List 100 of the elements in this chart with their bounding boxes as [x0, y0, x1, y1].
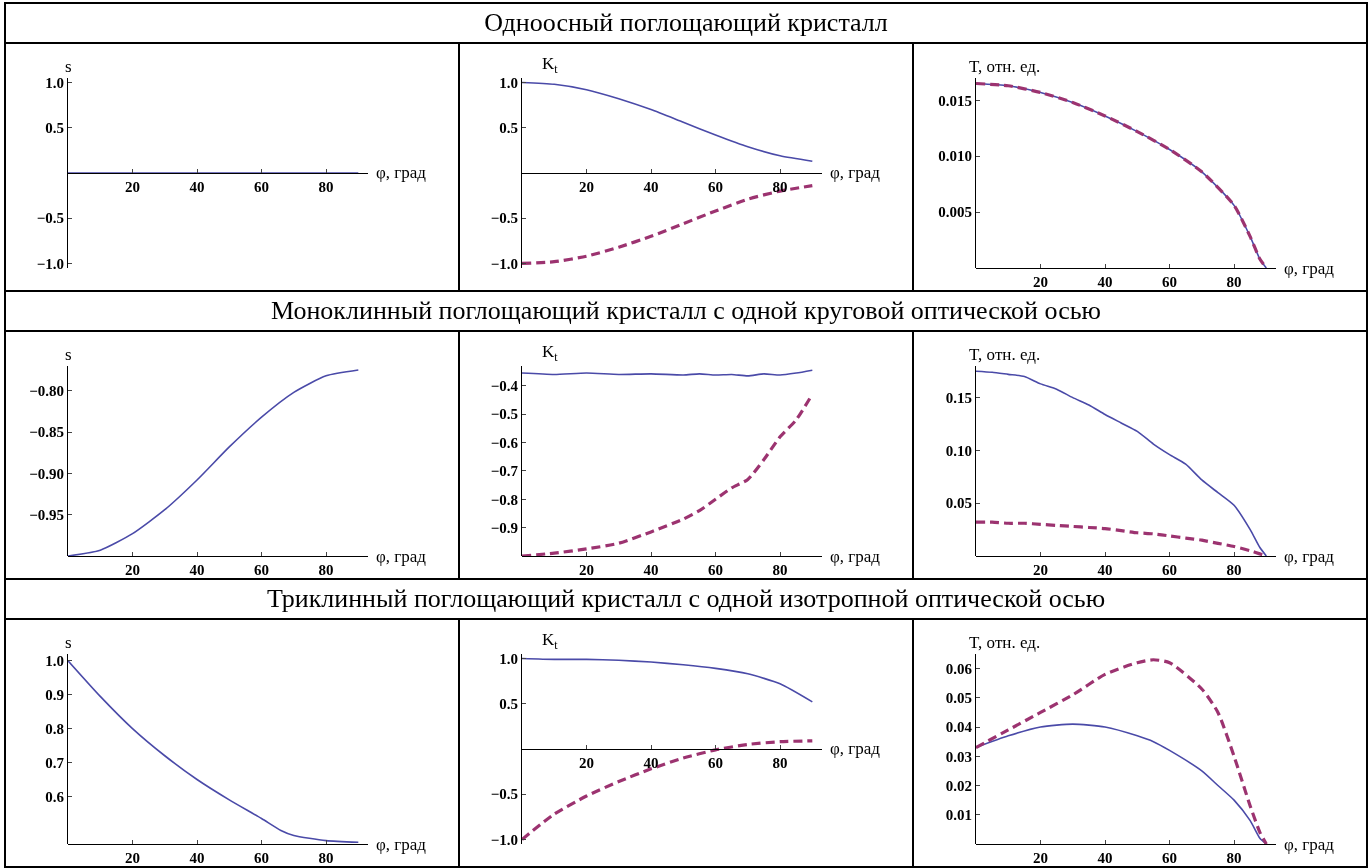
x-tick-label: 60 [254, 850, 270, 866]
y-axis-title: s [65, 345, 72, 364]
x-tick-label: 60 [708, 754, 724, 771]
x-axis-title: φ, град [1284, 259, 1335, 278]
y-tick-label: 1.0 [499, 74, 518, 91]
y-tick-label: 0.5 [45, 119, 64, 136]
x-axis-title: φ, град [830, 547, 881, 566]
x-axis-title: φ, град [376, 163, 427, 182]
x-tick-label: 20 [125, 850, 141, 866]
y-tick-label: −0.85 [29, 424, 64, 441]
y-tick-label: 0.5 [499, 695, 518, 712]
x-tick-label: 80 [1226, 850, 1242, 866]
x-tick-label: 40 [189, 850, 205, 866]
x-axis-title: φ, град [1284, 547, 1335, 566]
y-tick-label: 0.9 [45, 686, 64, 703]
y-tick-label: 0.5 [499, 119, 518, 136]
x-tick-label: 40 [189, 562, 205, 578]
y-tick-label: 0.05 [945, 690, 972, 707]
x-tick-label: 20 [579, 178, 595, 195]
y-tick-label: 0.10 [945, 442, 972, 459]
x-tick-label: 80 [772, 178, 788, 195]
y-axis-title: K$_{t}$ [542, 54, 559, 76]
x-tick-label: 60 [1162, 562, 1178, 578]
x-tick-label: 20 [1033, 850, 1049, 866]
x-tick-label: 80 [318, 562, 334, 578]
y-tick-label: 1.0 [499, 650, 518, 667]
y-tick-label: −0.80 [29, 382, 64, 399]
y-tick-label: −0.6 [490, 434, 519, 451]
x-tick-label: 40 [1097, 274, 1113, 290]
x-tick-label: 60 [254, 178, 270, 195]
y-axis-title: K$_{t}$ [542, 342, 559, 364]
x-tick-label: 80 [318, 850, 334, 866]
y-axis-title: T, отн. ед. [969, 345, 1041, 364]
line-series [68, 369, 360, 556]
y-tick-label: −0.5 [490, 210, 518, 227]
x-tick-label: 60 [708, 178, 724, 195]
x-tick-label: 80 [318, 178, 334, 195]
x-tick-label: 40 [643, 178, 659, 195]
y-axis-title: T, отн. ед. [969, 57, 1041, 76]
x-tick-label: 20 [125, 178, 141, 195]
y-tick-label: 0.6 [45, 788, 65, 805]
y-tick-label: 0.15 [945, 389, 972, 406]
x-tick-label: 40 [643, 562, 659, 578]
x-tick-label: 40 [1097, 850, 1113, 866]
y-axis-title: s [65, 57, 72, 76]
y-tick-label: −0.5 [36, 210, 64, 227]
x-tick-label: 80 [772, 562, 788, 578]
y-tick-label: −1.0 [36, 255, 64, 272]
x-tick-label: 40 [643, 754, 659, 771]
x-tick-label: 80 [772, 754, 788, 771]
x-axis-title: φ, град [1284, 835, 1335, 854]
y-tick-label: −0.8 [490, 491, 518, 508]
x-tick-label: 60 [1162, 850, 1178, 866]
text: Моноклинный поглощающий кристалл с одной круговой оптической осью [5, 291, 1367, 331]
y-tick-label: 0.8 [45, 720, 64, 737]
x-tick-label: 20 [1033, 562, 1049, 578]
line-series [522, 184, 814, 266]
x-axis-title: φ, град [376, 835, 427, 854]
y-tick-label: 1.0 [45, 652, 64, 669]
y-axis-title: T, отн. ед. [969, 633, 1041, 652]
y-axis-title: s [65, 633, 72, 652]
y-tick-label: −0.9 [490, 519, 518, 536]
y-tick-label: 0.02 [945, 777, 972, 794]
x-tick-label: 60 [254, 562, 270, 578]
y-axis-title: K$_{t}$ [542, 630, 559, 652]
text: Триклинный поглощающий кристалл с одной изотропной оптической осью [5, 579, 1367, 619]
line-series [68, 659, 360, 844]
text: Одноосный поглощающий кристалл [5, 3, 1367, 43]
y-tick-label: 0.005 [938, 204, 972, 221]
x-tick-label: 20 [579, 754, 595, 771]
y-tick-label: 0.01 [945, 807, 972, 824]
x-tick-label: 60 [1162, 274, 1178, 290]
y-tick-label: −0.90 [29, 465, 64, 482]
x-tick-label: 80 [1226, 562, 1242, 578]
y-tick-label: −0.95 [29, 506, 64, 523]
y-tick-label: 1.0 [45, 74, 64, 91]
y-tick-label: −1.0 [490, 255, 518, 272]
x-tick-label: 60 [708, 562, 724, 578]
x-tick-label: 20 [125, 562, 141, 578]
y-tick-label: 0.7 [45, 754, 65, 771]
y-tick-label: −0.5 [490, 786, 518, 803]
y-tick-label: 0.04 [945, 719, 973, 736]
y-tick-label: 0.05 [945, 495, 972, 512]
x-axis-title: φ, град [830, 163, 881, 182]
y-tick-label: 0.010 [938, 148, 972, 165]
y-tick-label: 0.06 [945, 660, 973, 677]
line-series [522, 739, 814, 842]
x-tick-label: 80 [1226, 274, 1242, 290]
x-axis-title: φ, град [376, 547, 427, 566]
y-tick-label: −0.5 [490, 406, 518, 423]
line-series [976, 370, 1268, 556]
y-tick-label: −0.7 [490, 463, 519, 480]
y-tick-label: 0.015 [938, 92, 972, 109]
x-tick-label: 20 [1033, 274, 1049, 290]
y-tick-label: −1.0 [490, 831, 518, 848]
x-axis-title: φ, град [830, 739, 881, 758]
x-tick-label: 40 [189, 178, 205, 195]
line-series [976, 658, 1268, 844]
x-tick-label: 20 [579, 562, 595, 578]
x-tick-label: 40 [1097, 562, 1113, 578]
